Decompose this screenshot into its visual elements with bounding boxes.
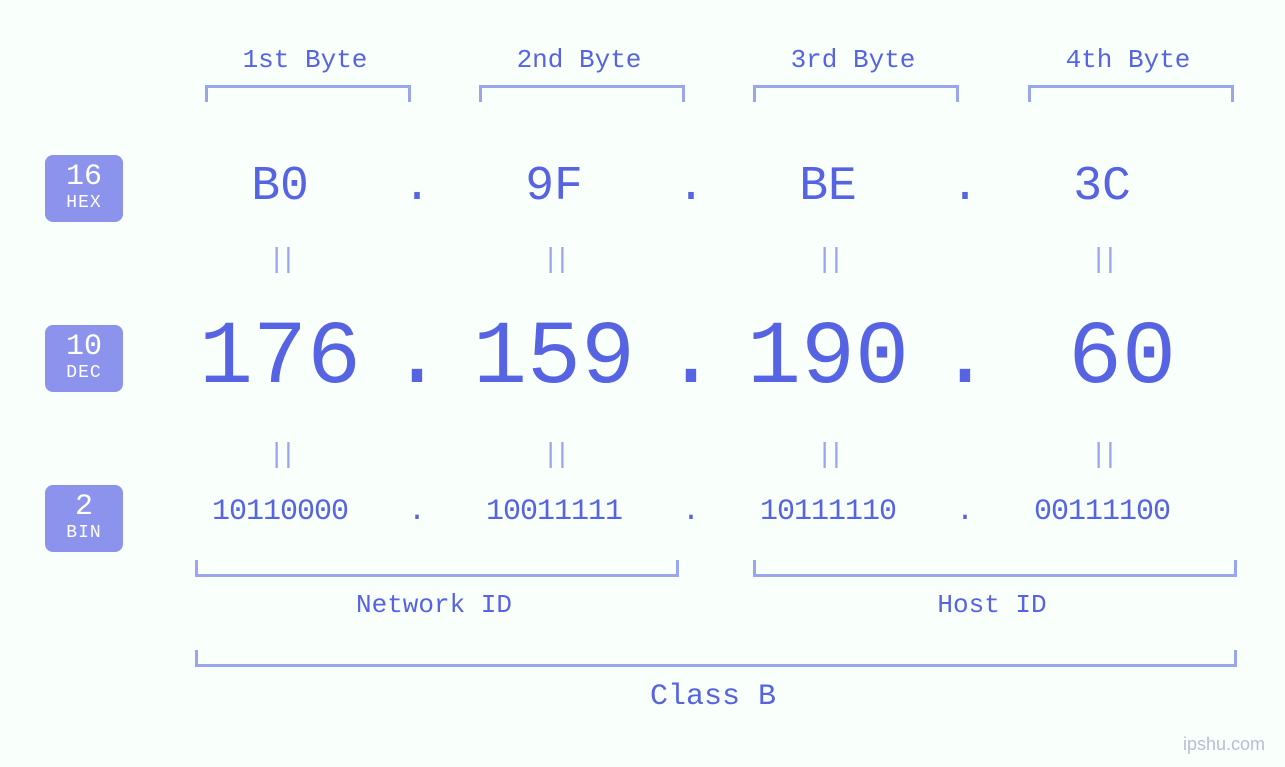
network-id-label: Network ID <box>195 590 673 620</box>
host-id-bracket <box>753 560 1237 577</box>
dot: . <box>654 160 728 214</box>
equals-icon: || <box>1002 245 1202 276</box>
bin-byte-3: 10111110 <box>728 495 928 529</box>
base-abbr: BIN <box>45 524 123 544</box>
dot: . <box>380 495 454 529</box>
bin-byte-4: 00111100 <box>1002 495 1202 529</box>
dot: . <box>928 495 1002 529</box>
base-num: 2 <box>45 491 123 524</box>
dec-row: 176 . 159 . 190 . 60 <box>180 308 1205 410</box>
hex-row: B0 . 9F . BE . 3C <box>180 160 1205 214</box>
equals-icon: || <box>180 245 380 276</box>
dec-byte-3: 190 <box>728 308 928 410</box>
equals-icon: || <box>454 440 654 471</box>
class-bracket <box>195 650 1237 667</box>
hex-byte-3: BE <box>728 160 928 214</box>
dot: . <box>928 160 1002 214</box>
base-abbr: DEC <box>45 364 123 384</box>
base-num: 16 <box>45 161 123 194</box>
byte-bracket-4 <box>1028 85 1234 102</box>
dot: . <box>928 308 1002 410</box>
hex-byte-2: 9F <box>454 160 654 214</box>
host-id-label: Host ID <box>753 590 1231 620</box>
equals-row-1: || || || || <box>180 245 1205 276</box>
byte-bracket-2 <box>479 85 685 102</box>
network-id-bracket <box>195 560 679 577</box>
equals-icon: || <box>454 245 654 276</box>
bin-byte-2: 10011111 <box>454 495 654 529</box>
base-badge-bin: 2 BIN <box>45 485 123 552</box>
byte-bracket-3 <box>753 85 959 102</box>
bin-byte-1: 10110000 <box>180 495 380 529</box>
hex-byte-4: 3C <box>1002 160 1202 214</box>
class-label: Class B <box>195 680 1231 714</box>
bin-row: 10110000 . 10011111 . 10111110 . 0011110… <box>180 495 1205 529</box>
equals-row-2: || || || || <box>180 440 1205 471</box>
base-abbr: HEX <box>45 194 123 214</box>
dot: . <box>654 495 728 529</box>
hex-byte-1: B0 <box>180 160 380 214</box>
byte-header-3: 3rd Byte <box>753 45 953 75</box>
dec-byte-4: 60 <box>1002 308 1222 410</box>
byte-header-4: 4th Byte <box>1028 45 1228 75</box>
base-badge-dec: 10 DEC <box>45 325 123 392</box>
equals-icon: || <box>1002 440 1202 471</box>
equals-icon: || <box>728 440 928 471</box>
byte-header-2: 2nd Byte <box>479 45 679 75</box>
dec-byte-1: 176 <box>180 308 380 410</box>
byte-header-1: 1st Byte <box>205 45 405 75</box>
dec-byte-2: 159 <box>454 308 654 410</box>
dot: . <box>380 308 454 410</box>
dot: . <box>654 308 728 410</box>
equals-icon: || <box>180 440 380 471</box>
byte-bracket-1 <box>205 85 411 102</box>
base-badge-hex: 16 HEX <box>45 155 123 222</box>
dot: . <box>380 160 454 214</box>
watermark: ipshu.com <box>1183 734 1265 755</box>
equals-icon: || <box>728 245 928 276</box>
base-num: 10 <box>45 331 123 364</box>
